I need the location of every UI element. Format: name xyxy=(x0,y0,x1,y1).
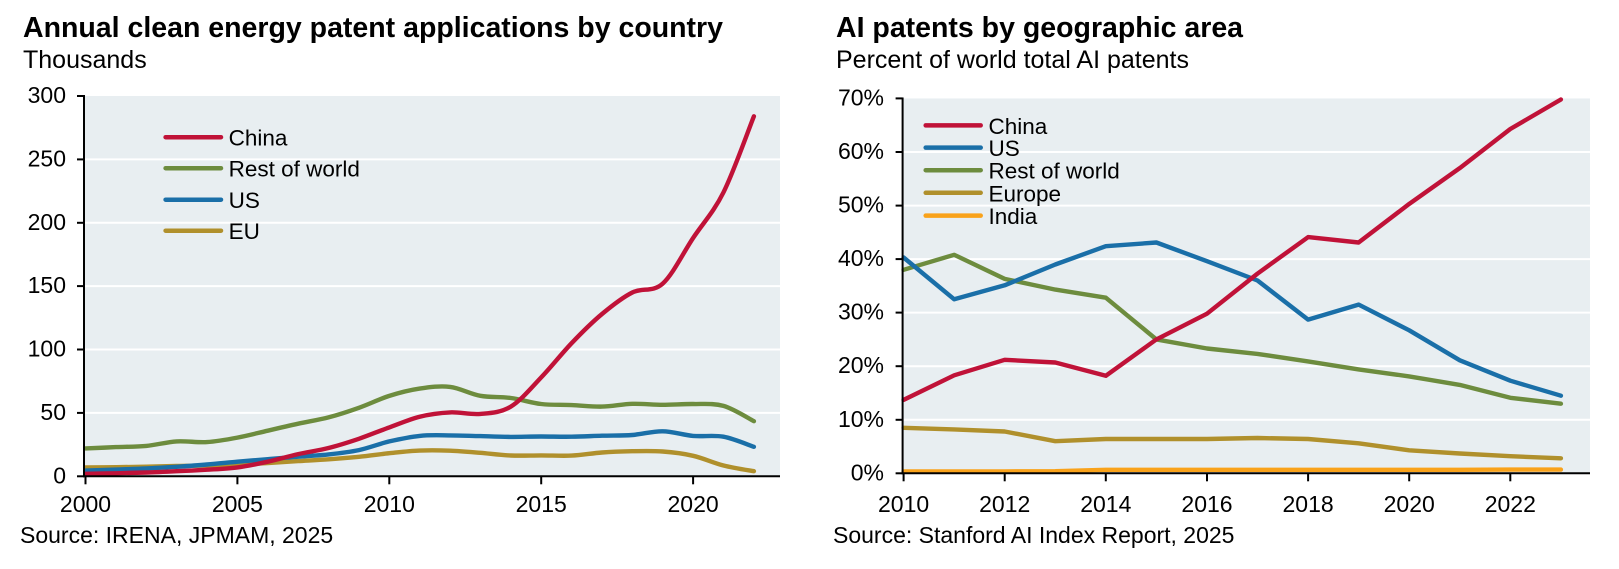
svg-text:150: 150 xyxy=(28,272,66,298)
svg-text:250: 250 xyxy=(28,145,66,171)
svg-text:2005: 2005 xyxy=(212,491,263,517)
svg-text:Rest of world: Rest of world xyxy=(229,157,360,182)
svg-text:China: China xyxy=(229,126,288,151)
svg-text:40%: 40% xyxy=(838,245,884,271)
svg-text:Annual clean energy patent app: Annual clean energy patent applications … xyxy=(23,12,723,44)
svg-text:2010: 2010 xyxy=(364,491,415,517)
svg-text:Percent of world total AI pate: Percent of world total AI patents xyxy=(836,46,1189,74)
svg-text:30%: 30% xyxy=(838,299,884,325)
svg-text:AI patents by geographic area: AI patents by geographic area xyxy=(836,12,1244,44)
svg-text:2000: 2000 xyxy=(60,491,111,517)
svg-text:2016: 2016 xyxy=(1181,491,1232,517)
svg-text:0%: 0% xyxy=(851,459,884,485)
svg-text:Rest of world: Rest of world xyxy=(989,159,1120,184)
svg-text:50: 50 xyxy=(40,399,66,425)
svg-text:Source: Stanford AI Index Repo: Source: Stanford AI Index Report, 2025 xyxy=(833,522,1234,548)
svg-text:2020: 2020 xyxy=(668,491,719,517)
svg-text:US: US xyxy=(229,188,260,213)
svg-text:EU: EU xyxy=(229,219,260,244)
svg-text:2022: 2022 xyxy=(1485,491,1536,517)
svg-text:2014: 2014 xyxy=(1080,491,1131,517)
svg-text:2010: 2010 xyxy=(878,491,929,517)
svg-text:200: 200 xyxy=(28,209,66,235)
svg-text:2020: 2020 xyxy=(1384,491,1435,517)
svg-text:India: India xyxy=(989,204,1038,229)
svg-text:50%: 50% xyxy=(838,192,884,218)
svg-text:10%: 10% xyxy=(838,406,884,432)
svg-text:300: 300 xyxy=(28,82,66,108)
svg-text:100: 100 xyxy=(28,336,66,362)
svg-text:Source: IRENA, JPMAM, 2025: Source: IRENA, JPMAM, 2025 xyxy=(20,522,333,548)
svg-text:70%: 70% xyxy=(838,84,884,110)
svg-text:20%: 20% xyxy=(838,352,884,378)
svg-text:0: 0 xyxy=(53,462,66,488)
svg-text:60%: 60% xyxy=(838,138,884,164)
svg-text:Thousands: Thousands xyxy=(23,46,147,74)
svg-text:2018: 2018 xyxy=(1283,491,1334,517)
svg-text:2015: 2015 xyxy=(516,491,567,517)
svg-text:China: China xyxy=(989,114,1048,139)
svg-text:Europe: Europe xyxy=(989,181,1062,206)
svg-text:US: US xyxy=(989,136,1020,161)
svg-text:2012: 2012 xyxy=(979,491,1030,517)
